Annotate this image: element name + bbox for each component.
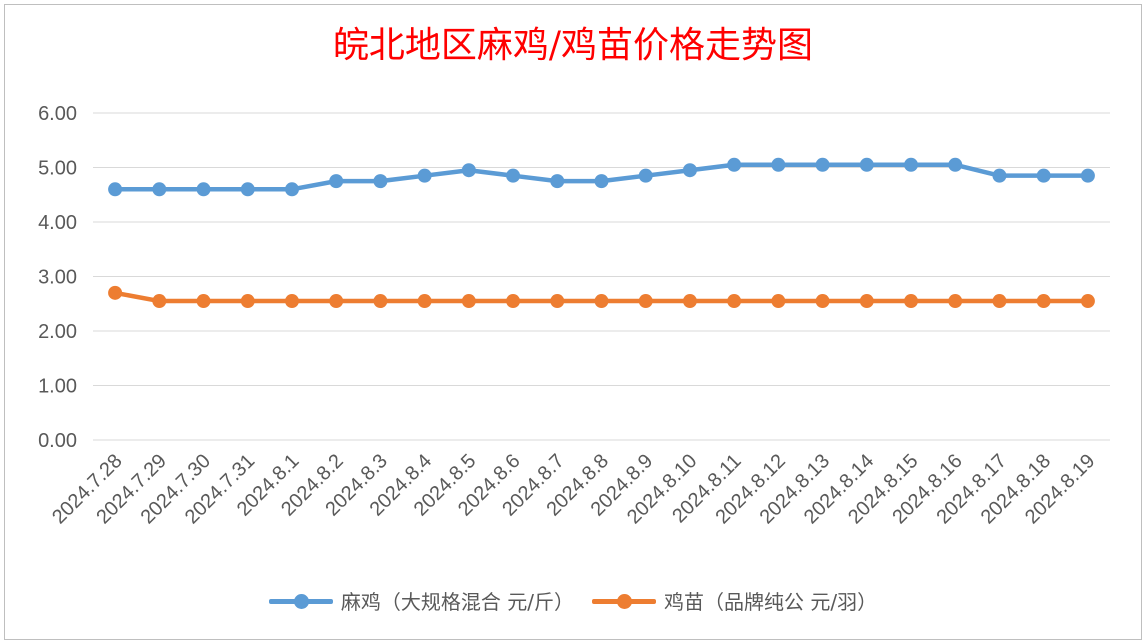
y-tick-label-3: 3.00: [38, 267, 77, 289]
series-0-point-8: [461, 163, 476, 178]
chart-area: [4, 4, 1142, 640]
series-1-point-20: [992, 294, 1007, 309]
series-0-point-15: [771, 157, 786, 172]
series-1-point-12: [638, 294, 653, 309]
series-0-point-7: [417, 168, 432, 183]
series-1-point-1: [152, 294, 167, 309]
series-0-point-4: [284, 182, 299, 197]
series-1-point-7: [417, 294, 432, 309]
series-0-point-19: [948, 157, 963, 172]
series-1-point-9: [506, 294, 521, 309]
series-1-point-2: [196, 294, 211, 309]
series-1-point-6: [373, 294, 388, 309]
series-0-point-6: [373, 174, 388, 189]
series-0-point-21: [1036, 168, 1051, 183]
series-1-point-13: [682, 294, 697, 309]
series-1-point-14: [727, 294, 742, 309]
legend-label-series-0: 麻鸡（大规格混合 元/斤）: [340, 590, 574, 614]
series-1-point-10: [550, 294, 565, 309]
series-1-point-18: [904, 294, 919, 309]
legend-marker-series-0: [268, 587, 333, 615]
y-tick-label-4: 4.00: [38, 212, 77, 234]
series-1-point-15: [771, 294, 786, 309]
series-1-point-19: [948, 294, 963, 309]
series-1-point-21: [1036, 294, 1051, 309]
series-1-point-16: [815, 294, 830, 309]
series-1-point-11: [594, 294, 609, 309]
legend: 麻鸡（大规格混合 元/斤） 鸡苗（品牌纯公 元/羽）: [0, 586, 1146, 615]
series-1-point-0: [108, 285, 123, 300]
legend-label-series-1: 鸡苗（品牌纯公 元/羽）: [664, 590, 878, 614]
series-1-point-3: [240, 294, 255, 309]
series-0-point-3: [240, 182, 255, 197]
series-0-point-22: [1080, 168, 1095, 183]
series-1-point-17: [859, 294, 874, 309]
legend-marker-series-1: [592, 587, 656, 615]
y-tick-label-5: 5.00: [38, 158, 77, 180]
y-tick-label-2: 2.00: [38, 321, 77, 343]
series-0-point-9: [506, 168, 521, 183]
y-tick-label-6: 6.00: [38, 103, 77, 125]
legend-item-series-0[interactable]: 麻鸡（大规格混合 元/斤）: [268, 586, 574, 615]
series-0-point-11: [594, 174, 609, 189]
series-0-point-1: [152, 182, 167, 197]
y-tick-label-1: 1.00: [38, 376, 77, 398]
series-0-point-5: [329, 174, 344, 189]
series-0-point-18: [904, 157, 919, 172]
series-0-point-10: [550, 174, 565, 189]
series-1-point-8: [461, 294, 476, 309]
series-0-point-2: [196, 182, 211, 197]
series-0-point-17: [859, 157, 874, 172]
series-1-point-5: [329, 294, 344, 309]
series-0-point-13: [682, 163, 697, 178]
series-0-point-14: [727, 157, 742, 172]
series-0-point-16: [815, 157, 830, 172]
series-0-point-20: [992, 168, 1007, 183]
legend-item-series-1[interactable]: 鸡苗（品牌纯公 元/羽）: [592, 586, 877, 615]
series-0-point-12: [638, 168, 653, 183]
series-0-point-0: [108, 182, 123, 197]
y-tick-label-0: 0.00: [38, 430, 77, 452]
chart-title: 皖北地区麻鸡/鸡苗价格走势图: [332, 25, 814, 66]
series-1-point-22: [1080, 294, 1095, 309]
series-1-point-4: [284, 294, 299, 309]
